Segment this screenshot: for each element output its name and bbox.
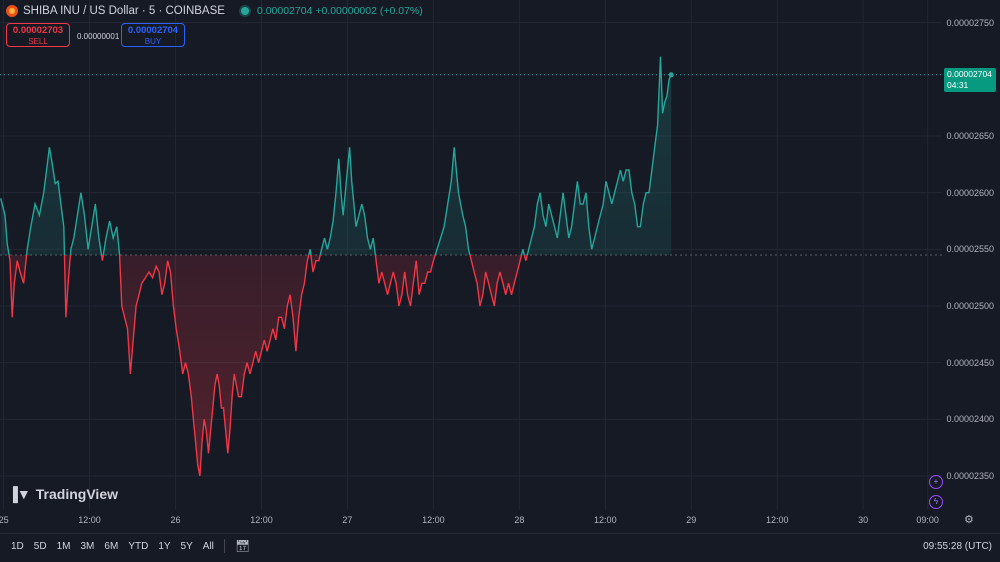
current-price-value: 0.00002704	[947, 68, 992, 79]
timeframe-1y[interactable]: 1Y	[158, 540, 171, 552]
tradingview-logo-icon: ▐▼	[8, 486, 31, 502]
y-tick-label: 0.00002450	[946, 357, 994, 368]
toolbar-divider	[223, 539, 225, 553]
x-tick-label: 26	[170, 515, 181, 525]
utc-clock[interactable]: 09:55:28 (UTC)	[923, 540, 992, 552]
x-tick-label: 12:00	[78, 515, 101, 525]
price-series-line-down	[8, 255, 528, 477]
side-tools: + ϟ	[929, 475, 943, 515]
shiba-inu-logo-icon	[6, 5, 18, 17]
buy-price: 0.00002704	[127, 25, 179, 36]
bar-countdown: 04:31	[947, 79, 969, 90]
x-tick-label: 29	[686, 515, 697, 525]
sell-label: SELL	[28, 37, 48, 46]
area-fill-above-baseline	[0, 56, 672, 255]
price-change: 0.00002704 +0.00000002 (+0.07%)	[256, 5, 423, 17]
sell-button[interactable]: 0.00002703 SELL	[6, 23, 70, 47]
timeframe-6m[interactable]: 6M	[104, 540, 119, 552]
buy-button[interactable]: 0.00002704 BUY	[121, 23, 185, 47]
x-tick-label: 27	[342, 515, 353, 525]
bottom-toolbar: 1D 5D 1M 3M 6M YTD 1Y 5Y All 📅︎ 09:55:28…	[0, 533, 1000, 558]
y-tick-label: 0.00002750	[946, 17, 994, 28]
timeframe-1m[interactable]: 1M	[56, 540, 71, 552]
y-tick-label: 0.00002400	[946, 414, 994, 425]
timeframe-5y[interactable]: 5Y	[180, 540, 193, 552]
tradingview-watermark[interactable]: ▐▼ TradingView	[8, 486, 118, 502]
timeframe-1d[interactable]: 1D	[11, 540, 24, 552]
x-tick-label: 28	[514, 515, 525, 525]
sell-price: 0.00002703	[12, 25, 64, 36]
timeframe-all[interactable]: All	[202, 540, 214, 552]
area-fill-below-baseline	[0, 255, 672, 476]
x-tick-label: 25	[0, 515, 9, 525]
add-icon[interactable]: +	[929, 475, 943, 489]
timeframe-ytd[interactable]: YTD	[128, 540, 149, 552]
y-tick-label: 0.00002350	[946, 471, 994, 481]
spread-value: 0.00000001	[77, 32, 120, 41]
y-tick-label: 0.00002550	[946, 244, 994, 255]
timeframe-5d[interactable]: 5D	[33, 540, 47, 552]
tradingview-wordmark: TradingView	[35, 486, 118, 502]
price-series-line-up	[0, 56, 672, 255]
gear-icon[interactable]: ⚙	[964, 514, 974, 526]
calendar-range-icon[interactable]: 📅︎	[234, 539, 251, 553]
symbol-header: SHIBA INU / US Dollar · 5 · COINBASE 0.0…	[6, 5, 423, 17]
lightning-icon[interactable]: ϟ	[929, 495, 943, 509]
y-tick-label: 0.00002500	[946, 301, 994, 311]
market-status-icon	[240, 7, 249, 15]
x-tick-label: 12:00	[250, 515, 273, 525]
symbol-title[interactable]: SHIBA INU / US Dollar · 5 · COINBASE	[23, 5, 225, 17]
current-price-label: 0.00002704 04:31	[944, 67, 996, 92]
x-tick-label: 12:00	[594, 515, 617, 525]
x-tick-label: 12:00	[765, 515, 789, 525]
y-tick-label: 0.00002650	[946, 131, 994, 141]
x-tick-label: 12:00	[422, 515, 445, 525]
x-tick-label: 09:00	[916, 515, 939, 525]
timeframe-3m[interactable]: 3M	[80, 540, 95, 552]
buy-label: BUY	[144, 37, 162, 46]
y-tick-label: 0.00002600	[946, 187, 994, 198]
x-tick-label: 30	[858, 515, 869, 525]
last-price-marker	[668, 72, 674, 78]
price-chart[interactable]	[0, 0, 1000, 533]
